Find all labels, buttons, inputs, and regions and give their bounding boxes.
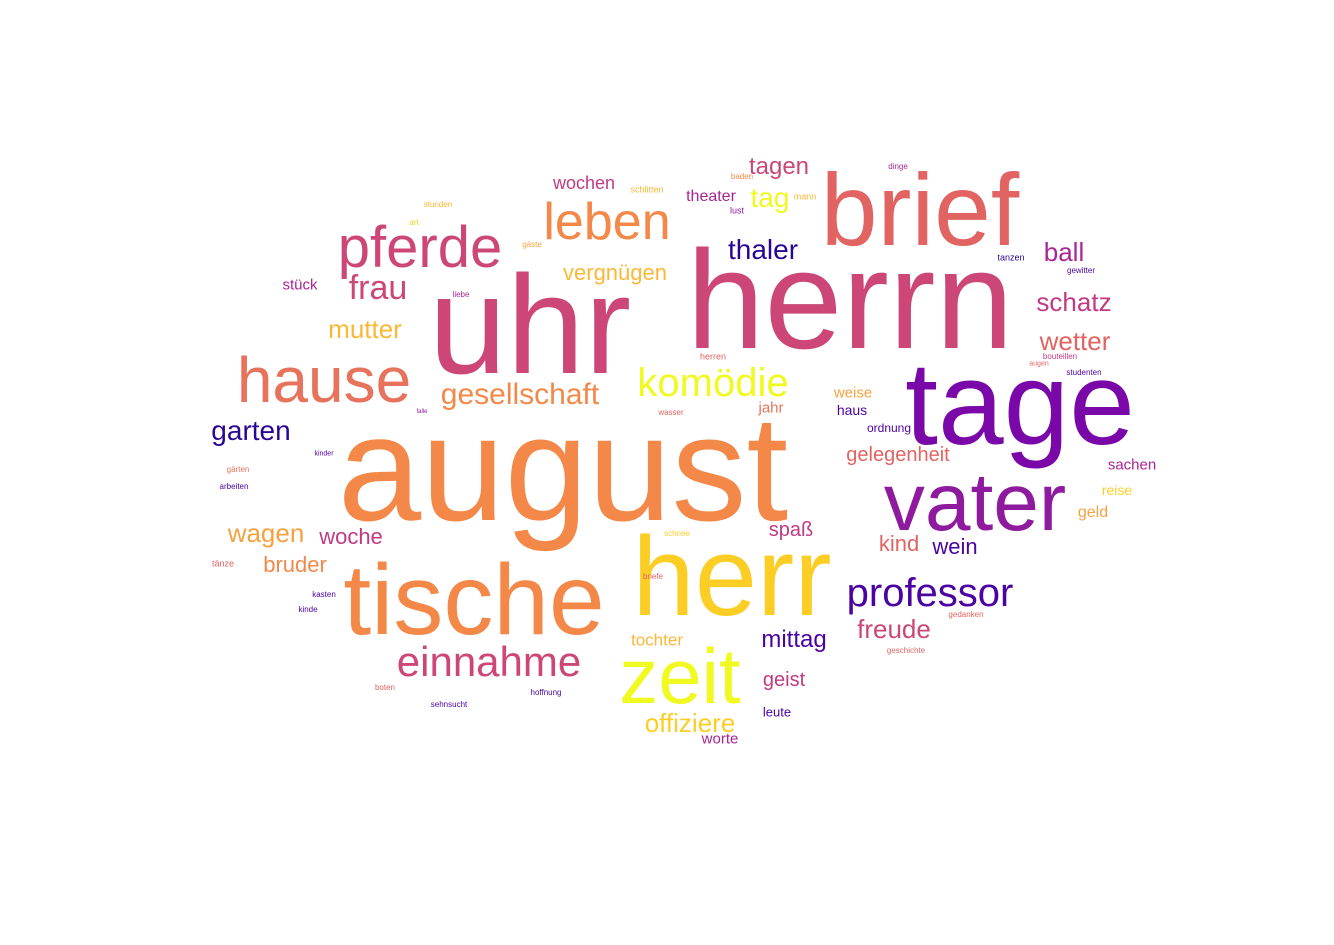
word-woche: woche: [319, 524, 383, 549]
word-kinde: kinde: [298, 605, 318, 614]
word-sachen: sachen: [1107, 456, 1157, 474]
word-mutter: mutter: [328, 314, 402, 344]
word-gedanken: gedanken: [948, 610, 984, 619]
word-professor: professor: [846, 571, 1014, 615]
word-bruder: bruder: [263, 552, 327, 577]
word-tanze: tänze: [211, 558, 235, 569]
word-falle: falle: [416, 409, 428, 415]
word-thaler: thaler: [727, 234, 799, 265]
word-gewitter: gewitter: [1066, 266, 1096, 275]
word-spass: spaß: [768, 519, 814, 541]
word-kind: kind: [878, 531, 920, 556]
word-schlitten: schlitten: [630, 184, 664, 195]
word-gaste: gäste: [522, 240, 542, 249]
word-baden: baden: [730, 172, 754, 181]
word-tage: tage: [905, 338, 1135, 470]
word-sehnsucht: sehnsucht: [430, 700, 468, 709]
word-weise: weise: [833, 384, 873, 402]
word-tagen: tagen: [748, 153, 810, 180]
word-gesellschaft: gesellschaft: [440, 378, 600, 411]
word-wasser: wasser: [658, 408, 684, 417]
word-bouteillen: bouteillen: [1042, 352, 1078, 361]
word-liebe: liebe: [452, 290, 470, 299]
word-geld: geld: [1077, 504, 1109, 521]
word-vater: vater: [883, 457, 1067, 548]
word-schnee: schnee: [664, 529, 690, 538]
word-geist: geist: [762, 669, 806, 691]
word-wagen: wagen: [227, 518, 305, 548]
word-august: august: [337, 384, 789, 552]
word-tanzen: tanzen: [997, 252, 1025, 263]
word-augen: augen: [1029, 360, 1049, 368]
word-wein: wein: [932, 534, 978, 559]
word-kasten: kasten: [312, 590, 336, 599]
word-einnahme: einnahme: [396, 638, 582, 685]
word-boten: boten: [374, 683, 396, 692]
word-freude: freude: [857, 614, 931, 644]
word-jahr: jahr: [758, 399, 784, 417]
word-tochter: tochter: [631, 630, 683, 650]
word-zeit: zeit: [619, 632, 741, 720]
word-hoffnung: hoffnung: [530, 688, 562, 697]
word-herren: herren: [699, 351, 727, 362]
word-frau: frau: [348, 269, 408, 307]
word-tische: tische: [343, 544, 605, 656]
word-kinder: kinder: [314, 450, 334, 458]
word-reise: reise: [1101, 482, 1133, 498]
word-art: art: [409, 218, 419, 227]
word-herr: herr: [632, 514, 832, 639]
word-offiziere: offiziere: [644, 708, 736, 738]
word-briefe: briefe: [642, 572, 664, 581]
word-wochen: wochen: [552, 173, 616, 193]
word-leben: leben: [543, 193, 671, 251]
word-geschichte: geschichte: [886, 646, 926, 655]
word-herrn: herrn: [686, 221, 1014, 378]
word-theater: theater: [686, 188, 736, 205]
word-stunden: stunden: [423, 200, 453, 209]
word-mann: mann: [793, 191, 817, 202]
word-gelegenheit: gelegenheit: [846, 444, 950, 466]
word-pferde: pferde: [337, 215, 503, 280]
word-stuck: stück: [282, 276, 318, 294]
word-garten-small: gärten: [226, 465, 250, 474]
word-studenten: studenten: [1066, 368, 1102, 377]
word-wetter: wetter: [1039, 326, 1111, 356]
word-ball: ball: [1043, 237, 1085, 267]
word-dinge: dinge: [888, 162, 908, 171]
word-ordnung: ordnung: [866, 421, 912, 435]
word-lust: lust: [729, 205, 745, 216]
word-uhr: uhr: [428, 246, 632, 403]
word-worte: worte: [701, 730, 739, 748]
word-schatz: schatz: [1036, 287, 1112, 317]
word-arbeiten: arbeiten: [219, 482, 249, 491]
word-garten: garten: [211, 415, 291, 446]
word-leute: leute: [762, 704, 792, 720]
word-mittag: mittag: [761, 626, 827, 653]
word-brief: brief: [820, 153, 1020, 267]
word-vergnugen: vergnügen: [563, 260, 667, 285]
word-tag: tag: [750, 182, 790, 213]
word-hause: hause: [236, 344, 412, 416]
word-haus: haus: [836, 402, 868, 418]
word-komodie: komödie: [637, 361, 789, 405]
